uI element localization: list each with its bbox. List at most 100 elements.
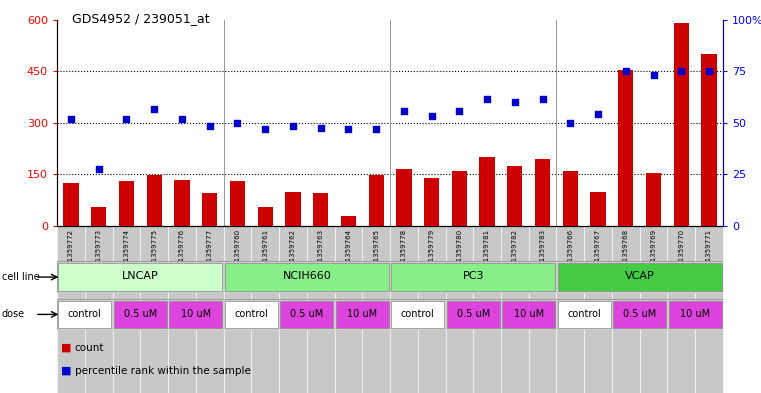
Bar: [168, 226, 196, 393]
Bar: [473, 226, 501, 393]
Bar: [562, 171, 578, 226]
Point: [176, 116, 188, 123]
Point: [148, 106, 161, 112]
Bar: [696, 226, 723, 393]
Bar: [584, 226, 612, 393]
Point: [537, 95, 549, 102]
Bar: [280, 301, 333, 328]
Point: [398, 108, 410, 114]
Bar: [341, 216, 356, 226]
Bar: [169, 301, 222, 328]
Bar: [452, 171, 467, 226]
Text: ■: ■: [61, 365, 72, 376]
Bar: [196, 226, 224, 393]
Bar: [336, 301, 389, 328]
Bar: [368, 175, 384, 226]
Bar: [535, 159, 550, 226]
Bar: [362, 226, 390, 393]
Bar: [613, 301, 667, 328]
Bar: [251, 226, 279, 393]
Bar: [391, 301, 444, 328]
Text: count: count: [75, 343, 104, 353]
Text: 10 uM: 10 uM: [180, 309, 211, 319]
Bar: [224, 226, 251, 393]
Point: [370, 125, 382, 132]
Point: [204, 123, 216, 129]
Point: [231, 119, 244, 126]
Bar: [396, 169, 412, 226]
Bar: [58, 263, 222, 291]
Bar: [418, 226, 445, 393]
Point: [509, 99, 521, 105]
Bar: [612, 226, 640, 393]
Bar: [335, 226, 362, 393]
Bar: [279, 226, 307, 393]
Text: dose: dose: [2, 309, 24, 320]
Bar: [140, 226, 168, 393]
Bar: [113, 301, 167, 328]
Bar: [558, 301, 611, 328]
Text: control: control: [568, 309, 601, 319]
Bar: [669, 301, 722, 328]
Text: VCAP: VCAP: [625, 272, 654, 281]
Point: [703, 68, 715, 74]
Bar: [313, 193, 328, 226]
Bar: [673, 23, 689, 226]
Bar: [84, 226, 113, 393]
Point: [287, 123, 299, 129]
Point: [592, 111, 604, 118]
Bar: [479, 157, 495, 226]
Bar: [390, 226, 418, 393]
Bar: [147, 175, 162, 226]
Bar: [667, 226, 696, 393]
Point: [314, 125, 326, 131]
Bar: [224, 263, 389, 291]
Text: 10 uM: 10 uM: [347, 309, 377, 319]
Bar: [257, 207, 272, 226]
Bar: [391, 263, 556, 291]
Bar: [445, 226, 473, 393]
Point: [481, 95, 493, 102]
Bar: [618, 70, 633, 226]
Text: LNCAP: LNCAP: [122, 272, 159, 281]
Bar: [529, 226, 556, 393]
Bar: [113, 226, 140, 393]
Text: percentile rank within the sample: percentile rank within the sample: [75, 365, 250, 376]
Point: [93, 166, 105, 173]
Bar: [591, 191, 606, 226]
Point: [648, 72, 660, 78]
Bar: [63, 183, 78, 226]
Point: [425, 113, 438, 119]
Text: 0.5 uM: 0.5 uM: [290, 309, 323, 319]
Bar: [447, 301, 500, 328]
Text: ■: ■: [61, 343, 72, 353]
Point: [619, 68, 632, 74]
Point: [564, 119, 576, 126]
Text: 0.5 uM: 0.5 uM: [124, 309, 157, 319]
Point: [259, 125, 271, 132]
Bar: [556, 226, 584, 393]
Text: control: control: [234, 309, 268, 319]
Bar: [502, 301, 556, 328]
Bar: [558, 263, 722, 291]
Bar: [91, 207, 107, 226]
Bar: [58, 301, 111, 328]
Point: [342, 125, 355, 132]
Bar: [424, 178, 439, 226]
Bar: [640, 226, 667, 393]
Text: 0.5 uM: 0.5 uM: [623, 309, 656, 319]
Text: 0.5 uM: 0.5 uM: [457, 309, 490, 319]
Bar: [285, 191, 301, 226]
Text: 10 uM: 10 uM: [514, 309, 544, 319]
Bar: [307, 226, 335, 393]
Bar: [501, 226, 529, 393]
Text: cell line: cell line: [2, 272, 40, 282]
Bar: [174, 180, 189, 226]
Text: 10 uM: 10 uM: [680, 309, 710, 319]
Bar: [202, 193, 218, 226]
Bar: [508, 166, 523, 226]
Point: [454, 108, 466, 114]
Text: control: control: [401, 309, 435, 319]
Bar: [57, 226, 84, 393]
Point: [65, 116, 77, 123]
